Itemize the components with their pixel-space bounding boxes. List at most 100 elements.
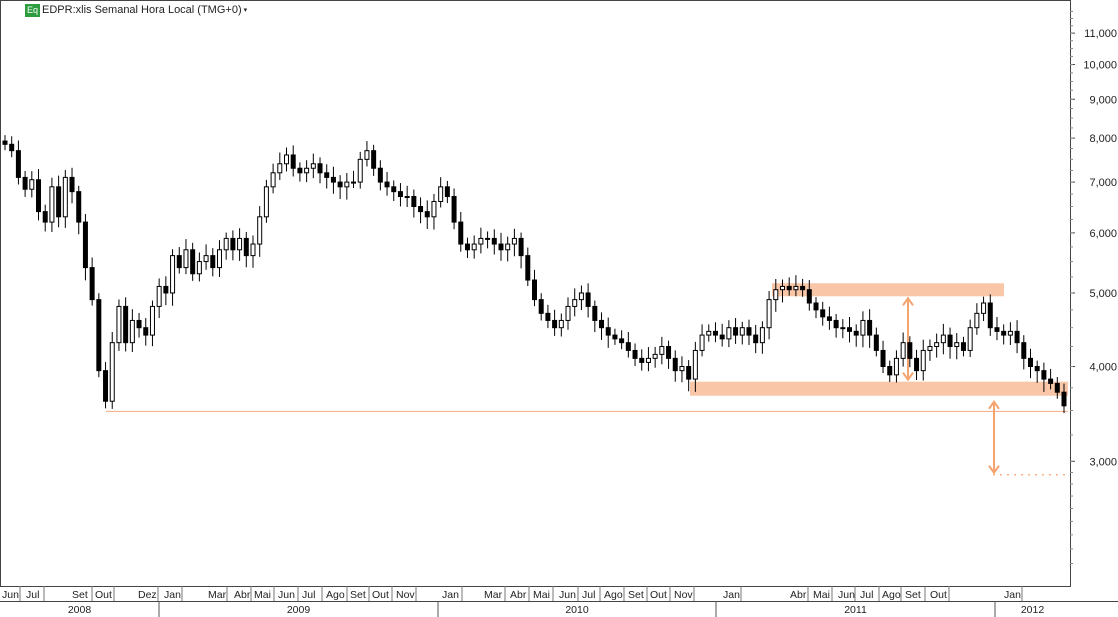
- candle-body: [444, 186, 450, 198]
- measure-arrow-head: [902, 296, 914, 306]
- candle-body: [451, 196, 457, 223]
- candle-body: [860, 319, 866, 336]
- candle-body: [223, 237, 229, 251]
- candle-body: [545, 312, 551, 321]
- x-month-label: Nov: [396, 589, 415, 601]
- x-month-label: Dez: [138, 589, 157, 601]
- chart-header[interactable]: Eq EDPR:xlis Semanal Hora Local (TMG+0) …: [25, 3, 247, 17]
- x-month-label: Jan: [442, 589, 459, 601]
- candle-body: [525, 255, 531, 281]
- y-tick-label: 3,000: [1089, 456, 1117, 468]
- candle-body: [1001, 330, 1007, 336]
- candle-body: [612, 334, 618, 340]
- candle-body: [632, 349, 638, 359]
- candle-body: [411, 196, 417, 208]
- candle-body: [1021, 342, 1027, 359]
- candle-body: [203, 255, 209, 263]
- candle-body: [853, 330, 859, 336]
- candle-body: [887, 366, 893, 376]
- candle-body: [719, 334, 725, 340]
- candle-body: [109, 342, 115, 402]
- x-month-label: Nov: [674, 589, 693, 601]
- candle-body: [351, 181, 357, 184]
- candle-body: [773, 289, 779, 301]
- candle-body: [310, 163, 316, 169]
- chevron-down-icon[interactable]: ▾: [243, 7, 248, 14]
- candle-body: [511, 237, 517, 245]
- candle-body: [974, 312, 980, 329]
- candle-body: [116, 305, 122, 344]
- candle-body: [981, 302, 987, 314]
- plot-border: [0, 0, 1071, 587]
- candle-body: [270, 172, 276, 188]
- candle-body: [96, 299, 102, 372]
- x-month-label: Out: [650, 589, 667, 601]
- candle-body: [565, 305, 571, 321]
- candle-body: [364, 150, 370, 160]
- candle-body: [103, 370, 109, 402]
- candle-body: [552, 319, 558, 329]
- x-month-label: Abr: [234, 589, 251, 601]
- candle-body: [813, 302, 819, 311]
- candle-body: [1061, 391, 1067, 407]
- candle-body: [692, 349, 698, 380]
- x-month-label: Mar: [484, 589, 503, 601]
- target-arrow-head: [988, 465, 1000, 475]
- candle-body: [880, 349, 886, 368]
- x-month-label: Ago: [882, 589, 901, 601]
- candle-body: [914, 357, 920, 372]
- candle-body: [779, 285, 785, 291]
- candle-body: [123, 305, 129, 344]
- candle-body: [257, 216, 263, 245]
- candle-body: [143, 327, 149, 336]
- candle-body: [920, 349, 926, 372]
- chart-title[interactable]: EDPR:xlis Semanal Hora Local (TMG+0): [42, 4, 242, 16]
- candle-body: [176, 255, 182, 269]
- annotations-layer: [106, 283, 1068, 476]
- resistance-band: [772, 283, 1004, 297]
- x-month-label: Ago: [604, 589, 623, 601]
- candle-body: [786, 285, 792, 291]
- x-month-label: Set: [350, 589, 366, 601]
- candle-body: [49, 186, 55, 223]
- candle-body: [739, 327, 745, 336]
- candle-body: [458, 221, 464, 245]
- candle-body: [1007, 330, 1013, 336]
- candle-body: [686, 366, 692, 380]
- candle-body: [967, 327, 973, 351]
- x-year-label: 2008: [68, 604, 92, 616]
- candle-body: [22, 176, 28, 190]
- candle-body: [538, 299, 544, 314]
- x-year-label: 2012: [1021, 604, 1045, 616]
- candle-body: [726, 327, 732, 340]
- candle-body: [210, 255, 216, 269]
- candle-body: [277, 163, 283, 174]
- candle-body: [639, 357, 645, 363]
- candle-body: [243, 237, 249, 257]
- candle-body: [196, 261, 202, 275]
- x-month-label: Set: [72, 589, 88, 601]
- y-tick-label: 7,000: [1089, 177, 1117, 189]
- candle-body: [1014, 330, 1020, 344]
- x-month-label: Jul: [302, 589, 315, 601]
- x-month-label: Mai: [254, 589, 271, 601]
- candle-body: [337, 181, 343, 188]
- candle-body: [927, 346, 933, 351]
- candle-body: [42, 211, 48, 223]
- candle-body: [806, 289, 812, 304]
- candle-body: [237, 237, 243, 251]
- candle-body: [69, 176, 75, 193]
- x-month-label: Mar: [208, 589, 227, 601]
- candle-body: [666, 346, 672, 359]
- candle-body: [317, 163, 323, 174]
- candle-body: [29, 179, 35, 190]
- candle-body: [397, 191, 403, 198]
- candle-body: [498, 243, 504, 251]
- candle-body: [62, 176, 68, 218]
- axes-layer: 3,000 4,000 5,000 6,000 7,000 8,000 9,000 10,00…: [2, 10, 1117, 617]
- y-tick-label: 9,000: [1089, 94, 1117, 106]
- measure-arrow-head: [902, 372, 914, 382]
- candle-body: [867, 319, 873, 336]
- y-tick-label: 5,000: [1089, 288, 1117, 300]
- candle-body: [960, 342, 966, 351]
